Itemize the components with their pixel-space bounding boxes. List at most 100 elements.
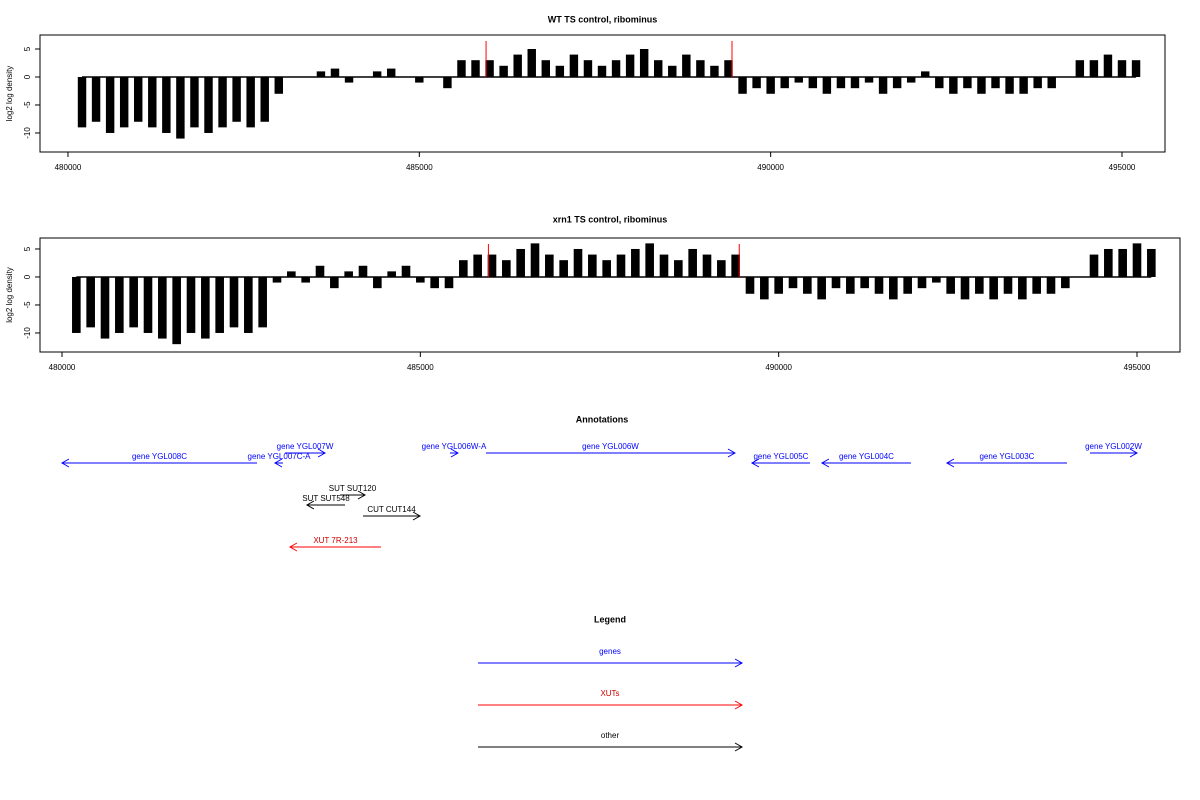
density-bar bbox=[817, 276, 826, 300]
arrow-head bbox=[60, 458, 70, 468]
density-bar bbox=[443, 76, 452, 89]
density-bar bbox=[860, 276, 869, 289]
y-tick-label: -10 bbox=[23, 127, 32, 139]
density-bar bbox=[1131, 60, 1141, 77]
density-bar bbox=[315, 265, 325, 277]
x-tick-label: 490000 bbox=[757, 163, 784, 172]
density-bar bbox=[190, 76, 199, 128]
density-bar bbox=[115, 276, 124, 333]
density-bar bbox=[659, 254, 669, 277]
feature-arrow bbox=[820, 458, 911, 468]
density-bar bbox=[473, 254, 482, 277]
feature-label: gene YGL004C bbox=[839, 452, 894, 461]
density-bar bbox=[387, 271, 396, 277]
arrow-head bbox=[305, 500, 315, 510]
density-bar bbox=[602, 260, 611, 277]
arrow-head bbox=[734, 742, 744, 752]
arrow-head bbox=[945, 458, 955, 468]
density-bar bbox=[72, 276, 81, 333]
density-bar bbox=[738, 76, 747, 94]
density-bar bbox=[358, 265, 368, 277]
density-bar bbox=[204, 76, 213, 133]
y-tick-label: -5 bbox=[23, 301, 32, 309]
density-bar bbox=[597, 65, 607, 77]
density-bar bbox=[485, 60, 494, 77]
density-bar bbox=[430, 276, 439, 289]
arrow-head bbox=[750, 458, 760, 468]
density-bar bbox=[903, 276, 912, 294]
feature-label: gene YGL003C bbox=[979, 452, 1034, 461]
density-bar bbox=[555, 65, 565, 77]
density-bar bbox=[344, 76, 354, 83]
legend-label: other bbox=[601, 731, 620, 740]
density-bar bbox=[696, 60, 705, 77]
feature-arrow bbox=[339, 490, 367, 500]
density-bar bbox=[1019, 76, 1028, 94]
density-bar bbox=[201, 276, 210, 339]
density-bar bbox=[780, 76, 789, 89]
arrow-head bbox=[412, 511, 421, 521]
legend-label: XUTs bbox=[600, 689, 619, 698]
density-bar bbox=[162, 76, 171, 133]
density-bar bbox=[499, 65, 508, 77]
feature-arrow bbox=[1089, 448, 1139, 458]
density-bar bbox=[573, 248, 583, 277]
density-bar bbox=[487, 254, 497, 277]
density-bar bbox=[401, 265, 411, 277]
density-bar bbox=[874, 276, 884, 294]
legend-title: Legend bbox=[594, 614, 626, 624]
legend-arrow bbox=[478, 658, 744, 668]
arrow-head bbox=[288, 542, 298, 552]
density-bar bbox=[906, 76, 916, 83]
feature-arrow bbox=[945, 458, 1067, 468]
x-tick-label: 495000 bbox=[1109, 163, 1136, 172]
y-tick-label: 0 bbox=[23, 74, 32, 79]
density-bar bbox=[892, 76, 902, 89]
density-bar bbox=[459, 260, 468, 277]
density-bar bbox=[1117, 60, 1127, 77]
y-tick-label: 0 bbox=[23, 274, 32, 279]
y-tick-label: -5 bbox=[23, 101, 32, 109]
x-tick-label: 490000 bbox=[765, 363, 792, 372]
arrow-head bbox=[734, 658, 744, 668]
feature-arrow bbox=[285, 448, 327, 458]
density-bar bbox=[444, 276, 454, 289]
feature-label: SUT SUT120 bbox=[329, 484, 377, 493]
density-bar bbox=[674, 260, 683, 277]
density-bar bbox=[846, 276, 855, 294]
density-bar bbox=[1046, 276, 1056, 294]
density-bar bbox=[588, 254, 597, 277]
density-bar bbox=[77, 76, 87, 128]
legend-arrow bbox=[478, 700, 744, 710]
density-bar bbox=[186, 276, 196, 333]
density-bar bbox=[246, 76, 255, 128]
feature-arrow bbox=[288, 542, 381, 552]
density-bar bbox=[100, 276, 110, 339]
density-bar bbox=[975, 276, 984, 294]
density-bar bbox=[1089, 254, 1099, 277]
feature-arrow bbox=[750, 458, 810, 468]
density-bar bbox=[229, 276, 239, 328]
feature-arrow bbox=[363, 511, 421, 521]
plot-frame bbox=[39, 34, 1166, 153]
density-bar bbox=[218, 76, 227, 128]
density-bar bbox=[148, 76, 157, 128]
density-bar bbox=[569, 54, 579, 77]
density-bar bbox=[129, 276, 138, 328]
density-bar bbox=[559, 260, 568, 277]
density-bar bbox=[373, 276, 382, 289]
density-bar bbox=[287, 271, 296, 277]
density-bar bbox=[788, 276, 798, 289]
density-bar bbox=[272, 276, 282, 283]
density-bar bbox=[372, 71, 382, 77]
density-bar bbox=[836, 76, 846, 89]
density-bar bbox=[513, 54, 522, 77]
density-bar bbox=[516, 248, 525, 277]
density-bar bbox=[1103, 54, 1113, 77]
density-bar bbox=[1089, 60, 1099, 77]
feature-label: gene YGL007C-A bbox=[248, 452, 312, 461]
feature-label: gene YGL008C bbox=[132, 452, 187, 461]
density-bar bbox=[527, 48, 536, 77]
x-tick-label: 485000 bbox=[406, 163, 433, 172]
density-bar bbox=[232, 76, 241, 122]
